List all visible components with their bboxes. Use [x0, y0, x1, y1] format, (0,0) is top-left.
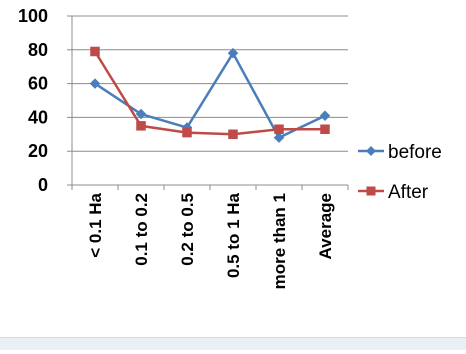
- legend-label-After: After: [388, 182, 429, 203]
- x-tick-label: Average: [316, 193, 335, 259]
- y-tick-labels: 0 20 40 60 80 100: [18, 6, 48, 195]
- y-tick-label-60: 60: [28, 74, 48, 94]
- data-point-After: [274, 124, 284, 134]
- data-point-After: [182, 127, 192, 138]
- legend: before After: [358, 142, 442, 203]
- data-point-After: [228, 129, 238, 140]
- data-point-before: [319, 110, 331, 122]
- x-tick-label: 0.2 to 0.5: [178, 193, 197, 266]
- series-line-before: [94, 51, 326, 139]
- data-point-before: [227, 47, 239, 59]
- x-tick-label: 0.1 to 0.2: [132, 193, 151, 266]
- y-tick-label-0: 0: [38, 175, 48, 195]
- gridlines: [72, 15, 348, 152]
- data-point-After: [90, 46, 100, 57]
- x-tick-labels: < 0.1 Ha 0.1 to 0.2 0.2 to 0.5 0.5 to 1 Ha m…: [86, 192, 335, 289]
- data-point-After: [320, 124, 330, 134]
- data-point-before: [273, 132, 285, 144]
- data-point-before: [89, 78, 101, 89]
- x-tick-label: more than 1: [270, 193, 289, 289]
- y-tick-label-40: 40: [28, 107, 48, 127]
- data-point-before: [135, 108, 147, 120]
- legend-marker-After: [366, 186, 376, 196]
- data-point-After: [136, 121, 146, 131]
- x-tick-label: < 0.1 Ha: [86, 192, 105, 257]
- y-tick-label-80: 80: [28, 40, 48, 60]
- y-tick-label-100: 100: [18, 6, 48, 26]
- window-bottom-strip: [0, 337, 466, 350]
- series-line-After: [93, 50, 325, 136]
- legend-marker-before: [366, 146, 376, 156]
- series: [89, 46, 331, 144]
- legend-label-before: before: [388, 142, 442, 163]
- y-tick-label-20: 20: [28, 141, 48, 161]
- axes: [67, 15, 349, 190]
- x-tick-label: 0.5 to 1 Ha: [224, 192, 243, 278]
